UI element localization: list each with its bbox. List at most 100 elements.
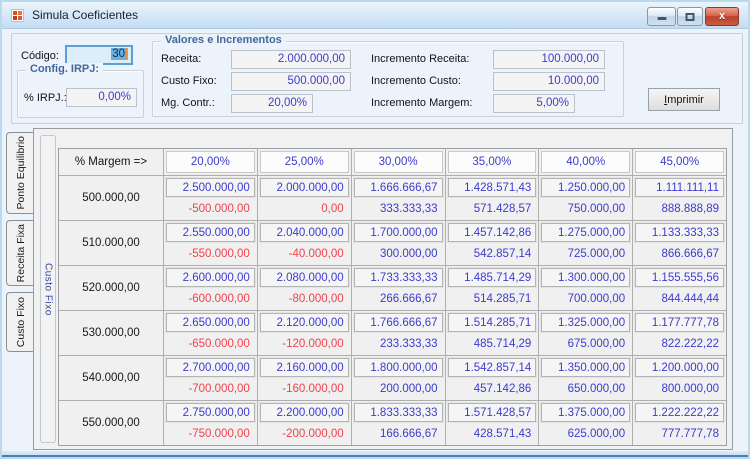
resultado-value: 800.000,00: [661, 383, 719, 395]
value-cell: 1.733.333,33 266.666,67: [350, 265, 445, 310]
value-cell: 1.200.000,00 800.000,00: [632, 355, 726, 400]
margin-header-value: 20,00%: [166, 151, 255, 173]
close-button[interactable]: x: [705, 7, 739, 26]
value-cell: 1.700.000,00 300.000,00: [350, 220, 445, 265]
receita-value: 2.700.000,00: [166, 358, 255, 377]
resultado-value: 700.000,00: [567, 293, 626, 305]
resultado-value: -650.000,00: [188, 338, 250, 350]
maximize-button[interactable]: [677, 7, 703, 26]
value-cell: 1.766.666,67 233.333,33: [350, 310, 445, 355]
receita-value: 1.700.000,00: [353, 223, 443, 242]
value-cell: 2.650.000,00 -650.000,00: [163, 310, 257, 355]
resultado-value: 0,00: [321, 203, 344, 215]
receita-value: 1.111.111,11: [635, 178, 724, 197]
irpj-label: % IRPJ.:: [24, 92, 67, 104]
receita-value: 1.177.777,78: [635, 313, 724, 332]
margin-header-cell: 40,00%: [538, 149, 632, 175]
receita-value: 2.080.000,00: [259, 268, 349, 287]
value-cell: 1.571.428,57 428.571,43: [444, 400, 539, 445]
resultado-value: 300.000,00: [379, 248, 438, 260]
value-cell: 2.600.000,00 -600.000,00: [163, 265, 257, 310]
custo-fixo-row-label: 500.000,00: [59, 175, 163, 220]
value-cell: 2.160.000,00 -160.000,00: [256, 355, 351, 400]
value-cell: 1.514.285,71 485.714,29: [444, 310, 539, 355]
mg-contr-label: Mg. Contr.:: [161, 97, 215, 109]
simulation-panel: Custo Fixo % Margem => 20,00% 25,00% 30,00%…: [33, 128, 733, 450]
resultado-value: 233.333,33: [379, 338, 438, 350]
irpj-groupbox: Config. IRPJ: % IRPJ.: 0,00%: [17, 63, 144, 118]
value-cell: 1.275.000,00 725.000,00: [538, 220, 633, 265]
resultado-value: -80.000,00: [288, 293, 344, 305]
value-cell: 1.485.714,29 514.285,71: [444, 265, 539, 310]
receita-value: 1.200.000,00: [635, 358, 724, 377]
tab-receita-fixa[interactable]: Receita Fixa: [6, 220, 34, 286]
window-bottom-border: [2, 451, 748, 457]
value-cell: 2.550.000,00 -550.000,00: [163, 220, 257, 265]
print-button[interactable]: Imprimir: [648, 88, 720, 111]
value-cell: 1.111.111,11 888.888,89: [632, 175, 726, 220]
margin-header-value: 35,00%: [447, 151, 537, 173]
tab-ponto-equilibrio[interactable]: Ponto Equilibrio: [6, 132, 34, 214]
value-cell: 2.120.000,00 -120.000,00: [256, 310, 351, 355]
value-cell: 1.833.333,33 166.666,67: [350, 400, 445, 445]
value-cell: 1.300.000,00 700.000,00: [538, 265, 633, 310]
resultado-value: 625.000,00: [567, 428, 626, 440]
value-cell: 1.250.000,00 750.000,00: [538, 175, 633, 220]
minimize-button[interactable]: [647, 7, 676, 26]
receita-value: 1.514.285,71: [447, 313, 537, 332]
window-title: Simula Coeficientes: [32, 8, 139, 22]
valores-group-title: Valores e Incrementos: [161, 34, 286, 46]
resultado-value: 675.000,00: [567, 338, 626, 350]
resultado-value: 428.571,43: [473, 428, 532, 440]
value-cell: 2.700.000,00 -700.000,00: [163, 355, 257, 400]
receita-value: 2.500.000,00: [166, 178, 255, 197]
codigo-input[interactable]: 30: [65, 45, 133, 65]
tab-receita-fixa-label: Receita Fixa: [14, 223, 27, 283]
resultado-value: 866.666,67: [661, 248, 719, 260]
margin-header-cell: 20,00%: [163, 149, 257, 175]
value-cell: 1.428.571,43 571.428,57: [444, 175, 539, 220]
value-cell: 1.222.222,22 777.777,78: [632, 400, 726, 445]
app-icon: [11, 9, 24, 22]
resultado-value: -600.000,00: [188, 293, 250, 305]
value-cell: 2.000.000,00 0,00: [256, 175, 351, 220]
receita-value: 1.275.000,00: [541, 223, 631, 242]
row-axis-label: Custo Fixo: [42, 262, 54, 316]
custo-fixo-label: Custo Fixo:: [161, 75, 217, 87]
receita-value: 1.300.000,00: [541, 268, 631, 287]
close-icon: x: [718, 10, 726, 22]
value-cell: 2.040.000,00 -40.000,00: [256, 220, 351, 265]
value-cell: 2.200.000,00 -200.000,00: [256, 400, 351, 445]
value-cell: 1.800.000,00 200.000,00: [350, 355, 445, 400]
resultado-value: -120.000,00: [282, 338, 344, 350]
custo-fixo-row-label: 520.000,00: [59, 265, 163, 310]
margin-header-value: 25,00%: [259, 151, 349, 173]
codigo-label: Código:: [21, 50, 59, 62]
resultado-value: 266.666,67: [379, 293, 438, 305]
mg-contr-field[interactable]: 20,00%: [231, 94, 313, 113]
row-axis-label-strip: Custo Fixo: [40, 135, 56, 443]
resultado-value: -700.000,00: [188, 383, 250, 395]
value-cell: 1.350.000,00 650.000,00: [538, 355, 633, 400]
value-cell: 2.750.000,00 -750.000,00: [163, 400, 257, 445]
resultado-value: -200.000,00: [282, 428, 344, 440]
receita-value: 2.000.000,00: [259, 178, 349, 197]
receita-field[interactable]: 2.000.000,00: [231, 50, 351, 69]
receita-value: 2.200.000,00: [259, 403, 349, 422]
receita-value: 1.155.555,56: [635, 268, 724, 287]
custo-fixo-field[interactable]: 500.000,00: [231, 72, 351, 91]
corner-header: % Margem =>: [74, 156, 148, 168]
resultado-value: 777.777,78: [661, 428, 719, 440]
incr-margem-field[interactable]: 5,00%: [493, 94, 575, 113]
irpj-field[interactable]: 0,00%: [66, 88, 137, 107]
incr-custo-field[interactable]: 10.000,00: [493, 72, 605, 91]
receita-value: 1.250.000,00: [541, 178, 631, 197]
margin-header-cell: 35,00%: [444, 149, 539, 175]
receita-value: 1.800.000,00: [353, 358, 443, 377]
resultado-value: 844.444,44: [661, 293, 719, 305]
receita-value: 1.375.000,00: [541, 403, 631, 422]
tab-custo-fixo[interactable]: Custo Fixo: [6, 292, 34, 352]
custo-fixo-row-label: 550.000,00: [59, 400, 163, 445]
resultado-value: 514.285,71: [473, 293, 532, 305]
incr-receita-field[interactable]: 100.000,00: [493, 50, 605, 69]
